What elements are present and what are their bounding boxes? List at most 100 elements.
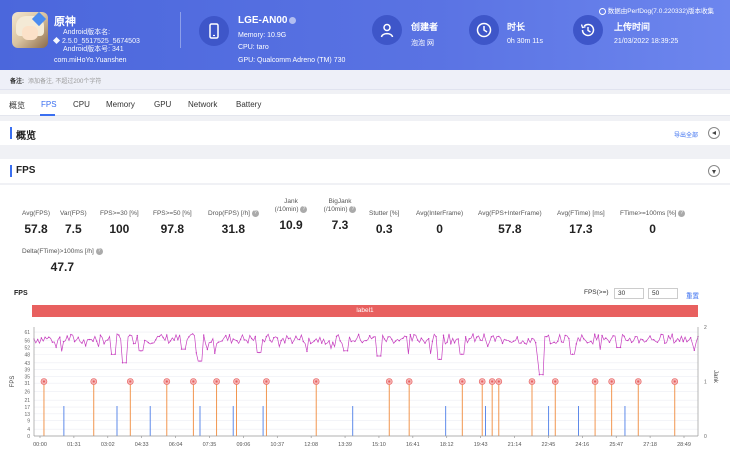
help-icon[interactable]: ? <box>349 206 357 213</box>
fps-point <box>221 340 223 342</box>
fps-point <box>247 342 249 344</box>
fps-section: FPS <box>0 159 730 183</box>
fps-point <box>616 346 618 349</box>
stat-avg-fps: Avg(FPS) 57.8 <box>22 210 51 236</box>
fps-point <box>36 338 39 341</box>
tab-network[interactable]: Network <box>188 100 218 109</box>
collapse-toggle-icon[interactable] <box>708 127 720 139</box>
fps-point <box>649 335 651 337</box>
help-icon[interactable]: ? <box>95 248 103 255</box>
fps-point <box>254 335 257 338</box>
fps-point <box>357 333 360 336</box>
fps-point <box>689 337 692 339</box>
x-tick-label: 25:47 <box>609 442 623 448</box>
jank-point-core <box>235 380 238 383</box>
jank-point-core <box>92 380 95 383</box>
tab-cpu[interactable]: CPU <box>73 100 90 109</box>
fps-point <box>184 348 186 350</box>
tab-overview[interactable]: 概览 <box>9 101 25 110</box>
tab-bar: 概览 FPS CPU Memory GPU Network Battery <box>0 94 730 116</box>
fps-point <box>520 342 522 344</box>
reset-button[interactable]: 重置 <box>686 293 699 300</box>
fps-point <box>538 373 541 376</box>
stat-ftime-100: FTime>=100ms [%] ? 0 <box>620 206 686 236</box>
jank-point-core <box>461 380 464 383</box>
x-tick-label: 16:41 <box>406 442 420 448</box>
fps-point <box>568 337 570 340</box>
fps-point <box>162 336 164 339</box>
tab-fps[interactable]: FPS <box>41 100 57 109</box>
fps-point <box>450 343 452 345</box>
fps-point <box>509 340 511 343</box>
fps-point <box>243 339 245 341</box>
fps-point <box>295 335 297 338</box>
divider <box>180 12 181 48</box>
fps-point <box>287 337 290 340</box>
creator-value: 泡泡 网 <box>411 40 434 47</box>
fps-point <box>92 340 94 343</box>
fps-point <box>464 336 467 338</box>
creator-label: 创建者 <box>411 22 439 32</box>
fps-point <box>55 346 57 348</box>
fps-point <box>350 340 352 343</box>
fps-point <box>70 333 72 336</box>
fps-point <box>269 339 271 342</box>
help-icon[interactable]: ? <box>300 206 308 213</box>
fps-point <box>516 336 518 338</box>
fps-point <box>284 342 286 344</box>
fps-point <box>59 336 61 338</box>
y2-axis-title: Jank <box>712 370 718 384</box>
x-tick-label: 21:14 <box>508 442 522 448</box>
fps-point <box>645 340 648 342</box>
fps-point <box>431 340 434 343</box>
fps-point <box>136 334 138 337</box>
fps-point <box>534 342 537 344</box>
fps-point <box>523 342 526 344</box>
fps-point <box>439 358 441 361</box>
fps-point <box>619 346 622 349</box>
note-input[interactable]: 添加备注, 不超过200个字符 <box>28 79 102 85</box>
fps-point <box>77 336 79 339</box>
info-icon[interactable] <box>289 16 297 24</box>
jank-point-core <box>481 380 484 383</box>
fps-point <box>409 333 411 336</box>
fps-point <box>321 342 323 344</box>
y-tick-label: 52 <box>24 345 30 351</box>
fps-point <box>623 335 625 338</box>
fps-point <box>262 339 264 341</box>
fps-point <box>564 334 566 337</box>
note-bar: 备注: 添加备注, 不超过200个字符 <box>0 70 730 90</box>
fps-threshold-input-2[interactable]: 50 <box>648 288 678 299</box>
fps-point <box>446 341 448 343</box>
fps-point <box>549 342 552 345</box>
fps-point <box>313 340 316 342</box>
help-icon[interactable]: ? <box>251 210 259 217</box>
fps-threshold-input-1[interactable]: 30 <box>614 288 644 299</box>
stat-fps-50: FPS>=50 [%] 97.8 <box>153 210 192 236</box>
fps-point <box>317 341 319 343</box>
fps-chart-title: FPS <box>14 290 28 297</box>
jank-point-core <box>554 380 557 383</box>
tab-battery[interactable]: Battery <box>236 100 262 109</box>
jank-point-core <box>42 380 46 383</box>
expand-toggle-icon[interactable] <box>708 165 720 177</box>
jank-point-core <box>593 380 597 383</box>
y-tick-label: 13 <box>24 412 30 418</box>
fps-point <box>309 342 312 345</box>
tab-memory[interactable]: Memory <box>106 100 135 109</box>
fps-point <box>365 339 367 342</box>
tab-gpu[interactable]: GPU <box>154 100 172 109</box>
fps-point <box>73 340 76 343</box>
report-header: 原神 Android版本名: 2.5.0_5517525_5674503 And… <box>0 0 730 70</box>
fps-point <box>479 339 482 341</box>
x-tick-label: 04:33 <box>135 442 149 448</box>
fps-point <box>671 333 673 336</box>
fps-point <box>557 340 559 342</box>
export-all-link[interactable]: 导出全部 <box>673 133 698 139</box>
jank-point-core <box>165 380 168 383</box>
stat-drop-fps: Drop(FPS) [/h] ? 31.8 <box>208 206 259 236</box>
help-icon[interactable]: ? <box>678 210 686 217</box>
fps-point <box>96 340 98 342</box>
label-bar[interactable]: label1 <box>32 305 698 317</box>
